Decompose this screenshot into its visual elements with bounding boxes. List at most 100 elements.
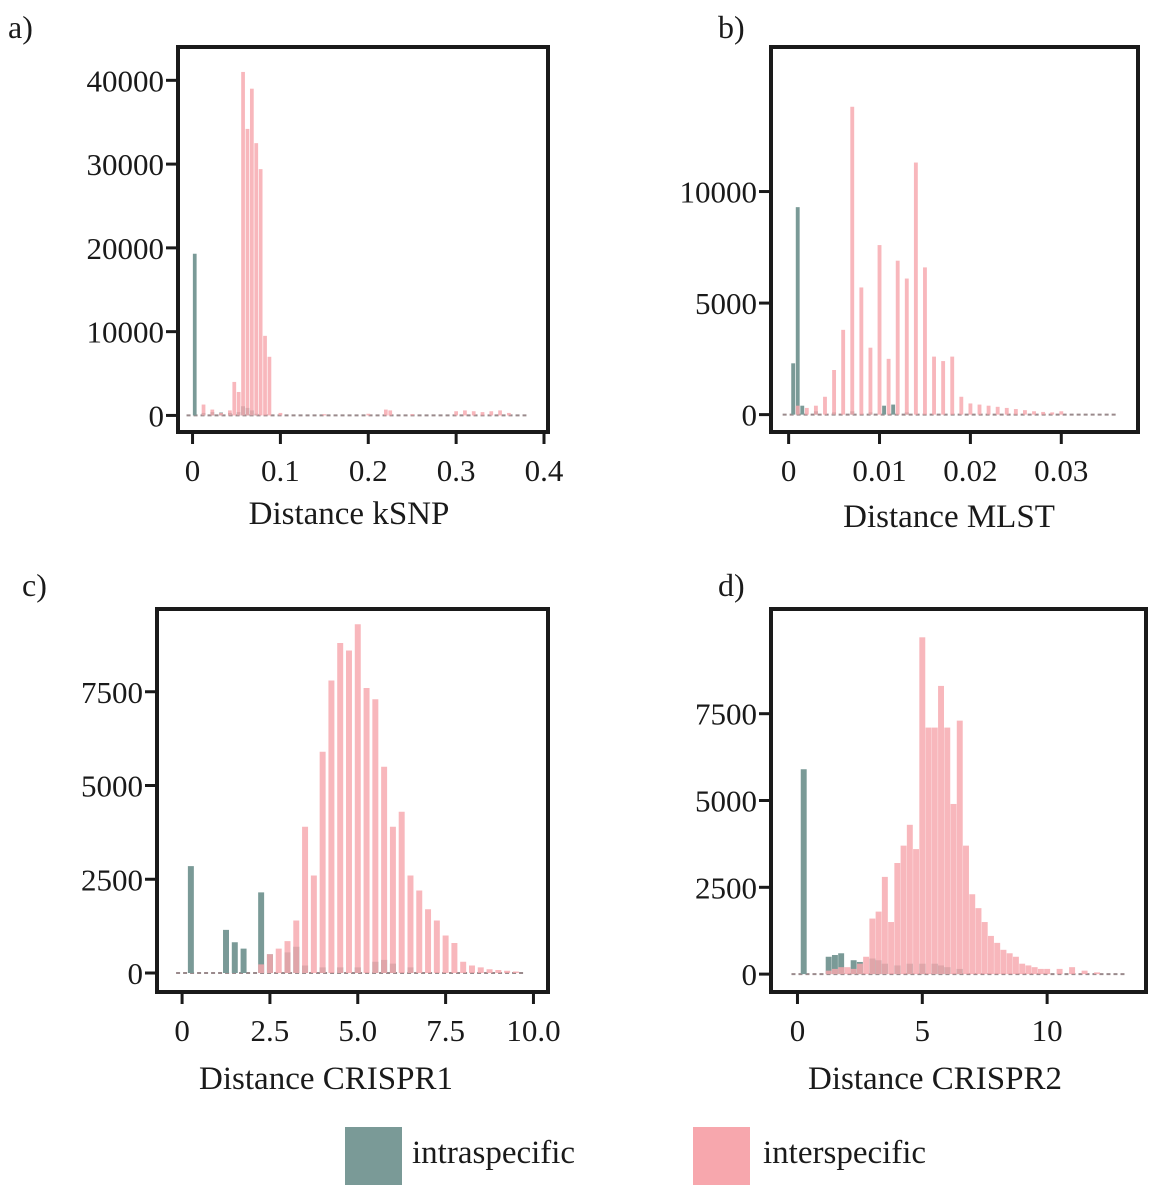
bar-interspecific (1004, 407, 1009, 415)
x-axis-label: Distance CRISPR1 (199, 1061, 453, 1097)
bar-interspecific (389, 826, 396, 973)
bar-interspecific (486, 969, 493, 973)
bar-interspecific (1094, 972, 1101, 975)
bar-intraspecific (800, 769, 807, 975)
bar-interspecific (850, 968, 857, 975)
bar-interspecific (477, 967, 484, 973)
bar-interspecific (468, 965, 475, 973)
panel-a: a) 0 10000 20000 30000 40000 0 0.1 0.2 0.3 0.4 Dist… (8, 9, 564, 532)
bar-interspecific (258, 964, 265, 973)
y-tick-label: 40000 (87, 63, 165, 98)
bar-interspecific (278, 412, 283, 416)
legend-swatch-intraspecific (345, 1127, 402, 1185)
bar-interspecific (504, 970, 511, 973)
bar-interspecific (463, 410, 467, 416)
bar-interspecific (425, 909, 432, 973)
bar-interspecific (832, 370, 837, 415)
bar-interspecific (241, 71, 245, 416)
bar-interspecific (823, 396, 827, 415)
bar-interspecific (986, 405, 991, 415)
series-intraspecific (187, 866, 414, 973)
legend-swatch-interspecific (693, 1127, 750, 1185)
bar-interspecific (398, 811, 405, 973)
x-axis-label: Distance CRISPR2 (808, 1061, 1062, 1097)
bar-intraspecific (891, 404, 896, 415)
bar-interspecific (366, 413, 371, 416)
bar-interspecific (293, 920, 300, 973)
series-intraspecific (791, 207, 909, 415)
bar-interspecific (407, 875, 414, 973)
bar-interspecific (254, 143, 259, 416)
bar-interspecific (1013, 409, 1018, 415)
bar-interspecific (977, 404, 982, 415)
bar-interspecific (284, 941, 291, 973)
bar-interspecific (319, 751, 326, 973)
series-interspecific (825, 637, 1101, 975)
bar-interspecific (388, 410, 393, 416)
bar-interspecific (868, 347, 873, 415)
bar-intraspecific (838, 953, 845, 975)
bar-interspecific (813, 405, 818, 415)
bar-interspecific (850, 106, 855, 415)
bar-intraspecific (192, 253, 197, 416)
bar-intraspecific (825, 956, 832, 975)
bar-intraspecific (831, 955, 838, 975)
x-tick-label: 5 (915, 1013, 931, 1048)
legend-label-interspecific: interspecific (763, 1135, 926, 1171)
bar-interspecific (900, 845, 907, 975)
bar-interspecific (941, 361, 946, 415)
series-interspecific (795, 106, 1064, 415)
bar-interspecific (888, 922, 895, 975)
y-tick-label: 5000 (695, 286, 757, 321)
bar-intraspecific (800, 405, 805, 415)
x-tick-label: 7.5 (426, 1013, 465, 1048)
bar-interspecific (451, 943, 458, 973)
bar-interspecific (1031, 967, 1038, 975)
bar-interspecific (877, 245, 882, 415)
x-tick-label: 0.2 (349, 453, 388, 488)
x-tick-label: 0 (781, 453, 797, 488)
bar-interspecific (383, 409, 388, 416)
bar-interspecific (228, 410, 232, 416)
bar-interspecific (932, 356, 936, 415)
bar-interspecific (263, 335, 267, 416)
bar-intraspecific (850, 960, 857, 975)
bar-interspecific (838, 967, 845, 975)
bar-interspecific (498, 410, 502, 416)
bar-interspecific (844, 967, 851, 975)
bar-interspecific (1000, 949, 1007, 975)
y-tick-label: 0 (128, 956, 144, 991)
bar-interspecific (219, 412, 223, 416)
bar-interspecific (249, 88, 254, 416)
bar-intraspecific (795, 207, 800, 415)
bar-intraspecific (240, 948, 247, 973)
y-tick-label: 2500 (81, 862, 143, 897)
y-tick-label: 0 (149, 398, 165, 433)
x-tick-label: 0 (174, 1013, 190, 1048)
bar-interspecific (372, 699, 379, 973)
y-tick-label: 2500 (695, 870, 757, 905)
x-tick-label: 0.3 (437, 453, 476, 488)
bar-interspecific (512, 971, 519, 973)
x-tick-label: 5.0 (338, 1013, 377, 1048)
x-tick-label: 10.0 (506, 1013, 560, 1048)
bar-interspecific (913, 162, 918, 415)
bar-interspecific (1050, 412, 1055, 415)
bar-interspecific (1056, 968, 1063, 975)
bar-interspecific (210, 409, 215, 416)
bar-interspecific (981, 922, 988, 975)
bar-interspecific (869, 918, 876, 975)
bar-interspecific (863, 956, 870, 975)
bar-interspecific (1041, 411, 1046, 415)
bar-intraspecific (223, 929, 229, 973)
panel-label: b) (718, 9, 745, 45)
bar-interspecific (310, 875, 317, 973)
y-tick-label: 5000 (81, 769, 143, 804)
bar-interspecific (1069, 967, 1076, 975)
bar-interspecific (859, 287, 864, 415)
bar-interspecific (460, 961, 467, 973)
bar-interspecific (906, 824, 913, 975)
legend-label-intraspecific: intraspecific (412, 1135, 575, 1171)
y-tick-label: 0 (742, 398, 758, 433)
bar-interspecific (904, 278, 909, 415)
